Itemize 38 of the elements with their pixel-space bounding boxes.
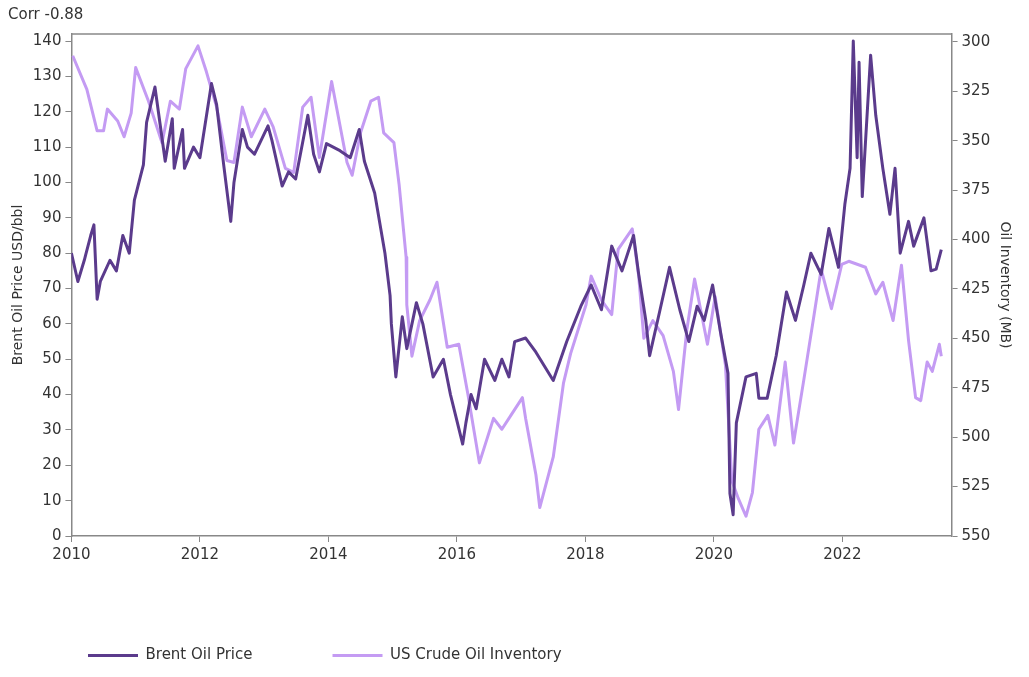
legend-label: Brent Oil Price (145, 645, 253, 664)
x-tick-label: 2014 (309, 544, 348, 563)
y-tick-label: 30 (42, 419, 62, 438)
y2-tick-label: 375 (961, 180, 991, 199)
y-tick-label: 20 (42, 455, 62, 474)
y-tick-label: 100 (32, 172, 62, 191)
y-tick-label: 40 (42, 384, 62, 403)
y-tick-label: 140 (32, 30, 62, 49)
y2-tick-label: 350 (961, 130, 991, 149)
y-tick-label: 0 (51, 525, 62, 544)
y-tick-label: 10 (42, 490, 62, 509)
y2-tick-label: 300 (961, 31, 991, 50)
y2-tick-label: 475 (961, 377, 991, 396)
y2-tick-label: 525 (961, 476, 991, 495)
x-tick-label: 2020 (694, 544, 733, 563)
y2-tick-label: 500 (961, 427, 991, 446)
y2-tick-label: 550 (961, 525, 991, 544)
y2-tick-label: 400 (961, 229, 991, 248)
y2-tick-label: 325 (961, 81, 991, 100)
y-tick-label: 90 (42, 207, 62, 226)
x-tick-label: 2010 (52, 544, 91, 563)
x-tick-label: 2012 (180, 544, 220, 563)
y2-tick-label: 425 (961, 278, 991, 297)
y2-tick-label: 450 (961, 328, 991, 347)
y-tick-label: 50 (42, 349, 62, 368)
y-tick-label: 130 (32, 66, 62, 85)
legend-label: US Crude Oil Inventory (390, 645, 562, 664)
chart-title: Corr -0.88 (8, 4, 84, 23)
y-axis-title: Brent Oil Price USD/bbl (9, 204, 26, 366)
y-tick-label: 120 (32, 101, 62, 120)
y-tick-label: 60 (42, 313, 62, 332)
x-tick-label: 2016 (437, 544, 476, 563)
x-tick-label: 2022 (823, 544, 862, 563)
y-tick-label: 80 (42, 243, 62, 262)
y2-axis-title: Oil Inventory (MB) (997, 221, 1014, 349)
y-tick-label: 110 (32, 137, 62, 156)
y-tick-label: 70 (42, 278, 62, 297)
x-tick-label: 2018 (566, 544, 605, 563)
